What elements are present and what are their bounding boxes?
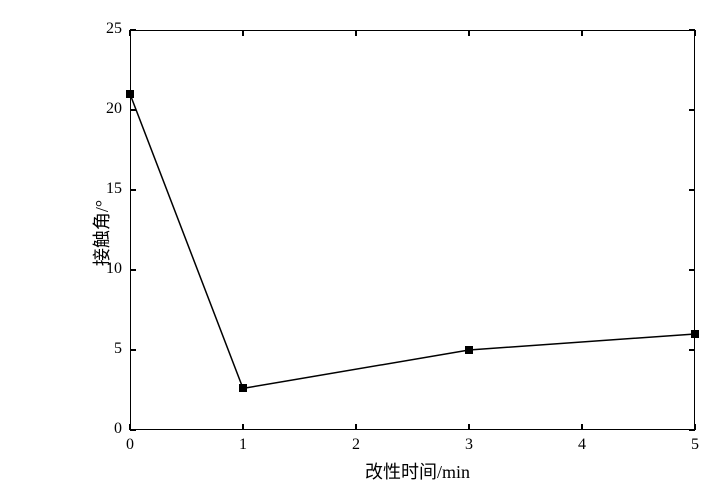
y-tick-label: 5 xyxy=(114,340,122,358)
x-tick-label: 3 xyxy=(459,436,479,454)
x-tick-label: 2 xyxy=(346,436,366,454)
y-axis-label: 接触角/° xyxy=(88,200,114,266)
x-tick-label: 5 xyxy=(685,436,705,454)
x-tick-label: 4 xyxy=(572,436,592,454)
y-tick-label: 25 xyxy=(106,20,122,38)
data-point-marker xyxy=(465,346,473,354)
y-tick-label: 15 xyxy=(106,180,122,198)
y-tick-label: 20 xyxy=(106,100,122,118)
data-point-marker xyxy=(239,384,247,392)
x-axis-label: 改性时间/min xyxy=(363,458,473,484)
y-tick-label: 0 xyxy=(114,420,122,438)
data-point-marker xyxy=(691,330,699,338)
x-tick-label: 1 xyxy=(233,436,253,454)
x-tick-label: 0 xyxy=(120,436,140,454)
data-line-svg xyxy=(50,15,690,485)
data-point-marker xyxy=(126,90,134,98)
chart-container: 0123450510152025 接触角/° 改性时间/min xyxy=(50,15,690,485)
